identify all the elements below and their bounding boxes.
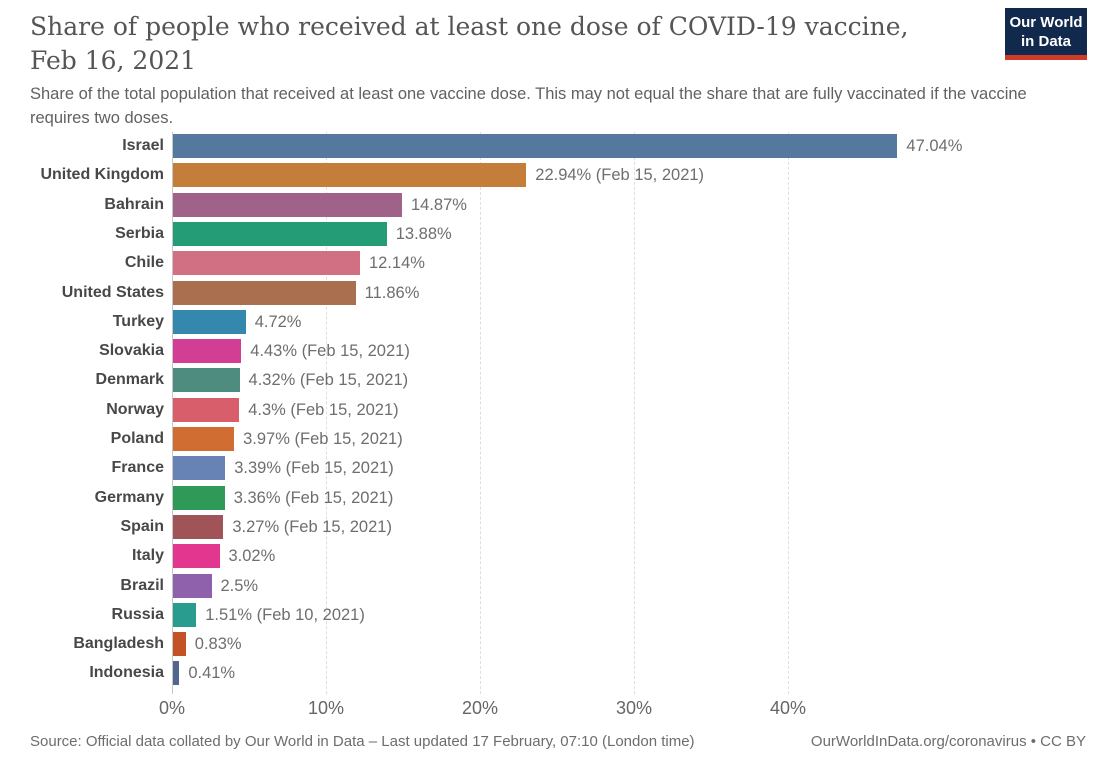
country-label: Turkey xyxy=(112,312,164,330)
bar[interactable] xyxy=(173,573,212,598)
x-axis-tick-label: 0% xyxy=(158,697,185,718)
bar-row: Turkey 4.72% xyxy=(0,309,1100,334)
gridline xyxy=(634,132,635,694)
bar[interactable] xyxy=(173,134,898,158)
owid-logo-line2: in Data xyxy=(1020,33,1071,50)
bar-row: Brazil 2.5% xyxy=(0,573,1100,598)
country-label: France xyxy=(111,459,164,477)
country-label: Indonesia xyxy=(89,664,164,682)
bar[interactable] xyxy=(173,456,226,481)
value-label: 22.94% (Feb 15, 2021) xyxy=(535,166,705,185)
country-label: United Kingdom xyxy=(40,166,164,184)
value-label: 0.41% xyxy=(188,664,236,683)
value-label: 3.02% xyxy=(228,547,276,566)
country-label: Brazil xyxy=(120,576,164,594)
bar-row: Denmark 4.32% (Feb 15, 2021) xyxy=(0,368,1100,393)
value-label: 4.72% xyxy=(254,312,302,331)
value-label: 2.5% xyxy=(220,576,259,595)
value-label: 1.51% (Feb 10, 2021) xyxy=(205,605,365,624)
country-label: Spain xyxy=(120,517,164,535)
gridline xyxy=(788,132,789,694)
bar[interactable] xyxy=(173,544,220,569)
x-axis-tick-label: 10% xyxy=(307,697,345,718)
country-label: Slovakia xyxy=(99,342,164,360)
country-label: Italy xyxy=(131,547,164,565)
bar[interactable] xyxy=(173,163,527,188)
value-label: 47.04% xyxy=(906,137,963,155)
bar[interactable] xyxy=(173,514,224,539)
value-label: 3.39% (Feb 15, 2021) xyxy=(234,459,394,478)
country-label: Serbia xyxy=(115,224,164,242)
y-axis-line xyxy=(172,132,173,694)
gridline xyxy=(480,132,481,694)
bar-row: Slovakia 4.43% (Feb 15, 2021) xyxy=(0,339,1100,364)
bar-row: United States 11.86% xyxy=(0,280,1100,305)
bar-row: Bahrain 14.87% xyxy=(0,192,1100,217)
bar[interactable] xyxy=(173,661,180,686)
bar-row: Poland 3.97% (Feb 15, 2021) xyxy=(0,427,1100,451)
gridline xyxy=(326,132,327,694)
country-label: Russia xyxy=(111,605,164,623)
country-label: Poland xyxy=(110,430,164,447)
country-label: Israel xyxy=(122,137,164,154)
bar-row: Spain 3.27% (Feb 15, 2021) xyxy=(0,514,1100,539)
bar-row: France 3.39% (Feb 15, 2021) xyxy=(0,456,1100,481)
value-label: 4.3% (Feb 15, 2021) xyxy=(248,400,399,419)
source-note: Source: Official data collated by Our Wo… xyxy=(30,733,695,750)
x-axis-tick-label: 20% xyxy=(461,697,499,718)
value-label: 3.97% (Feb 15, 2021) xyxy=(243,430,403,448)
country-label: Bangladesh xyxy=(73,635,164,653)
country-label: Denmark xyxy=(95,371,164,389)
bar-row: Israel 47.04% xyxy=(0,134,1100,158)
bar-row: Chile 12.14% xyxy=(0,251,1100,276)
license-link[interactable]: OurWorldInData.org/coronavirus • CC BY xyxy=(810,733,1086,750)
bar[interactable] xyxy=(173,192,402,217)
owid-logo-line1: Our World xyxy=(1009,14,1083,31)
bar-row: Serbia 13.88% xyxy=(0,221,1100,246)
bar-row: United Kingdom 22.94% (Feb 15, 2021) xyxy=(0,163,1100,188)
value-label: 4.32% (Feb 15, 2021) xyxy=(248,371,409,390)
country-label: United States xyxy=(61,283,164,301)
bar-row: Germany 3.36% (Feb 15, 2021) xyxy=(0,485,1100,510)
bar[interactable] xyxy=(173,397,240,422)
x-axis-tick-label: 40% xyxy=(769,697,807,718)
value-label: 0.83% xyxy=(194,635,242,654)
owid-logo[interactable]: Our World in Data xyxy=(1005,8,1087,60)
country-label: Norway xyxy=(106,400,164,418)
value-label: 14.87% xyxy=(410,195,467,214)
bar-row: Indonesia 0.41% xyxy=(0,661,1100,686)
bar[interactable] xyxy=(173,602,197,627)
bar[interactable] xyxy=(173,251,360,276)
value-label: 12.14% xyxy=(368,254,425,273)
country-label: Bahrain xyxy=(104,195,164,213)
bar[interactable] xyxy=(173,339,242,364)
country-label: Germany xyxy=(94,488,164,506)
bar[interactable] xyxy=(173,368,240,393)
bar[interactable] xyxy=(173,280,356,305)
value-label: 13.88% xyxy=(395,224,452,243)
chart-subtitle: Share of the total population that recei… xyxy=(30,85,1027,127)
bar[interactable] xyxy=(173,221,387,246)
value-label: 11.86% xyxy=(364,283,420,302)
bar[interactable] xyxy=(173,485,225,510)
bar-row: Norway 4.3% (Feb 15, 2021) xyxy=(0,397,1100,422)
bar[interactable] xyxy=(173,427,235,451)
value-label: 4.43% (Feb 15, 2021) xyxy=(250,342,410,361)
bar[interactable] xyxy=(173,309,246,334)
value-label: 3.27% (Feb 15, 2021) xyxy=(232,517,392,536)
country-label: Chile xyxy=(124,254,164,272)
value-label: 3.36% (Feb 15, 2021) xyxy=(233,488,394,507)
bar-row: Bangladesh 0.83% xyxy=(0,632,1100,657)
bar-row: Italy 3.02% xyxy=(0,544,1100,569)
bar-row: Russia 1.51% (Feb 10, 2021) xyxy=(0,602,1100,627)
x-axis-tick-label: 30% xyxy=(615,697,653,718)
bar[interactable] xyxy=(173,632,186,657)
chart-title: Share of people who received at least on… xyxy=(30,12,909,75)
